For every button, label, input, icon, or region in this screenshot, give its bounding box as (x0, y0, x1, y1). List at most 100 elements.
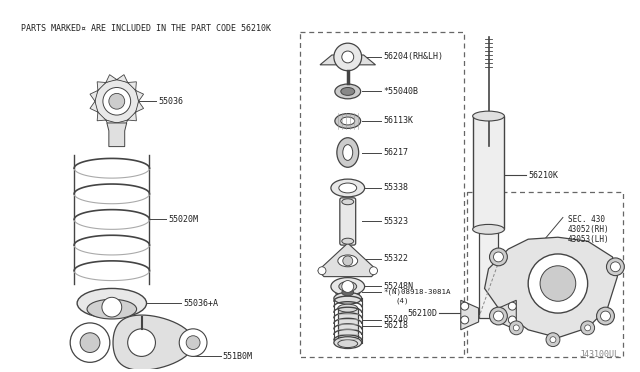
Circle shape (70, 323, 110, 362)
Ellipse shape (334, 292, 362, 304)
Polygon shape (106, 120, 116, 128)
Circle shape (528, 254, 588, 313)
Ellipse shape (342, 238, 354, 244)
Text: 56210K: 56210K (528, 171, 558, 180)
Circle shape (342, 280, 354, 292)
Text: 56210D: 56210D (407, 308, 437, 318)
Circle shape (461, 302, 468, 310)
Text: 55322: 55322 (383, 254, 408, 263)
Circle shape (179, 329, 207, 356)
Text: 55240: 55240 (383, 315, 408, 324)
Circle shape (513, 325, 519, 331)
Polygon shape (116, 120, 128, 128)
Polygon shape (128, 112, 136, 121)
Circle shape (128, 329, 156, 356)
Ellipse shape (342, 199, 354, 205)
Ellipse shape (341, 117, 355, 125)
FancyBboxPatch shape (473, 116, 504, 230)
Polygon shape (128, 82, 136, 90)
Text: 56113K: 56113K (383, 116, 413, 125)
Ellipse shape (338, 340, 358, 347)
Polygon shape (113, 315, 194, 370)
Circle shape (343, 256, 353, 266)
Text: PARTS MARKED¤ ARE INCLUDED IN THE PART CODE 56210K: PARTS MARKED¤ ARE INCLUDED IN THE PART C… (20, 25, 271, 33)
Polygon shape (116, 75, 128, 83)
Text: 56218: 56218 (383, 321, 408, 330)
Ellipse shape (339, 183, 356, 193)
Ellipse shape (338, 255, 358, 267)
Bar (467, 192, 623, 357)
Circle shape (102, 297, 122, 317)
Circle shape (540, 266, 576, 301)
Polygon shape (107, 123, 127, 147)
Text: *55040B: *55040B (383, 87, 419, 96)
Ellipse shape (331, 179, 365, 197)
FancyBboxPatch shape (479, 230, 499, 318)
Polygon shape (97, 112, 106, 121)
Circle shape (607, 258, 625, 276)
Circle shape (580, 321, 595, 335)
Circle shape (585, 325, 591, 331)
FancyBboxPatch shape (340, 198, 356, 245)
Ellipse shape (343, 145, 353, 160)
Polygon shape (484, 237, 618, 338)
Text: 55323: 55323 (383, 217, 408, 226)
Polygon shape (320, 55, 376, 65)
Circle shape (493, 252, 504, 262)
FancyBboxPatch shape (338, 308, 358, 344)
Ellipse shape (336, 285, 360, 299)
Polygon shape (136, 90, 143, 101)
Polygon shape (499, 300, 516, 330)
Circle shape (493, 311, 504, 321)
Ellipse shape (331, 278, 365, 295)
Circle shape (186, 336, 200, 350)
Text: 55338: 55338 (383, 183, 408, 192)
Polygon shape (90, 101, 98, 112)
Ellipse shape (338, 304, 358, 312)
Text: 551B0M: 551B0M (223, 352, 253, 361)
Circle shape (103, 87, 131, 115)
Circle shape (546, 333, 560, 347)
Circle shape (342, 51, 354, 63)
Ellipse shape (335, 84, 361, 99)
Ellipse shape (334, 337, 362, 349)
Polygon shape (106, 75, 116, 83)
Circle shape (369, 267, 378, 275)
Ellipse shape (77, 288, 147, 318)
Text: 55248N: 55248N (383, 282, 413, 291)
Text: SEC. 430
43052(RH)
43053(LH): SEC. 430 43052(RH) 43053(LH) (568, 215, 609, 244)
Text: 56217: 56217 (383, 148, 408, 157)
Circle shape (461, 316, 468, 324)
Polygon shape (136, 101, 143, 112)
Ellipse shape (473, 111, 504, 121)
Text: (4): (4) (396, 297, 409, 304)
Ellipse shape (87, 299, 136, 319)
Text: 55020M: 55020M (168, 215, 198, 224)
Text: 55036+A: 55036+A (183, 299, 218, 308)
Circle shape (490, 248, 508, 266)
Circle shape (80, 333, 100, 353)
Circle shape (509, 321, 524, 335)
Polygon shape (318, 243, 378, 277)
Circle shape (508, 302, 516, 310)
Ellipse shape (337, 138, 358, 167)
Ellipse shape (473, 224, 504, 234)
Text: 56204(RH&LH): 56204(RH&LH) (383, 52, 444, 61)
Circle shape (490, 307, 508, 325)
Circle shape (95, 80, 139, 123)
Ellipse shape (342, 289, 354, 296)
Text: 55036: 55036 (159, 97, 184, 106)
Bar (300, 32, 464, 357)
Polygon shape (461, 300, 479, 330)
Circle shape (318, 267, 326, 275)
Polygon shape (90, 90, 98, 101)
Circle shape (596, 307, 614, 325)
Text: J43100UL: J43100UL (579, 350, 620, 359)
Circle shape (550, 337, 556, 343)
Ellipse shape (335, 113, 361, 128)
Circle shape (611, 262, 620, 272)
Circle shape (600, 311, 611, 321)
Text: *(N)08918-3081A: *(N)08918-3081A (383, 288, 451, 295)
Polygon shape (97, 82, 106, 90)
Ellipse shape (341, 87, 355, 95)
